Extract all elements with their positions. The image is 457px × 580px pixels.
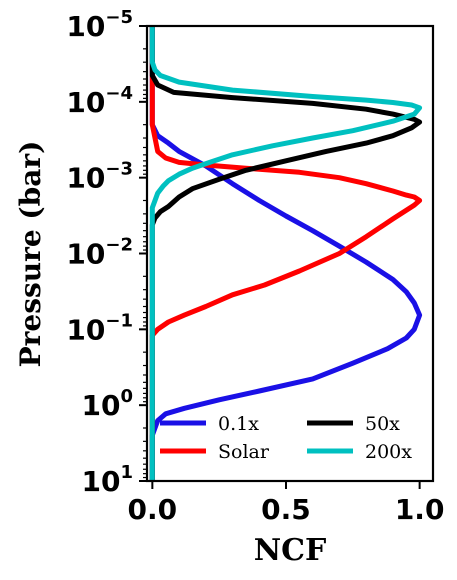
series-line-solar: [149, 26, 423, 481]
x-tick-label: 0.5: [261, 493, 311, 526]
x-axis: 0.0 0.5 1.0: [128, 481, 445, 526]
series-layer: [149, 26, 423, 481]
x-tick-label: 0.0: [128, 493, 178, 526]
y-axis-title: Pressure (bar): [14, 141, 47, 368]
series-line-50x: [149, 26, 423, 481]
y-tick-label: 10−3: [66, 159, 133, 195]
y-axis: 10−5 10−4 10−3 10−2 10−1 100 101: [66, 7, 147, 498]
x-tick-label: 1.0: [395, 493, 445, 526]
y-tick-label: 10−1: [66, 310, 133, 346]
y-tick-label: 100: [82, 386, 134, 422]
y-tick-label: 101: [82, 462, 134, 498]
legend-label-0-1x: 0.1x: [218, 413, 259, 435]
legend-label-50x: 50x: [365, 413, 400, 435]
y-tick-label: 10−5: [66, 7, 133, 43]
y-tick-label: 10−2: [66, 235, 133, 271]
legend-label-solar: Solar: [218, 441, 270, 463]
series-line-200x: [149, 26, 423, 481]
x-axis-title: NCF: [254, 533, 327, 568]
legend-label-200x: 200x: [365, 441, 412, 463]
series-line-0-1x: [149, 26, 423, 481]
y-tick-label: 10−4: [66, 83, 133, 119]
legend: 0.1x 50x Solar 200x: [160, 413, 412, 463]
